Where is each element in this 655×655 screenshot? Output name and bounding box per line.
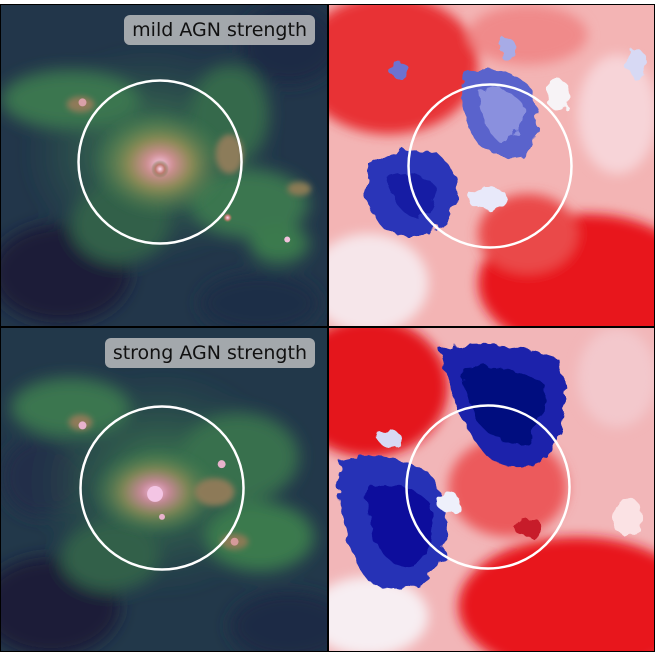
aperture-circle <box>405 404 571 570</box>
density-map-mild-agn: mild AGN strength <box>0 4 328 327</box>
aperture-circle <box>77 79 243 245</box>
velocity-map-mild-agn <box>328 4 655 327</box>
velocity-image-mild <box>329 5 654 326</box>
density-image-mild <box>1 5 327 326</box>
panel-label-mild: mild AGN strength <box>124 15 315 45</box>
density-image-strong <box>1 328 327 651</box>
density-map-strong-agn: strong AGN strength <box>0 327 328 652</box>
velocity-image-strong <box>329 328 654 651</box>
aperture-circle <box>79 405 245 571</box>
panel-label-strong: strong AGN strength <box>104 338 315 368</box>
aperture-circle <box>407 83 573 249</box>
velocity-map-strong-agn <box>328 327 655 652</box>
